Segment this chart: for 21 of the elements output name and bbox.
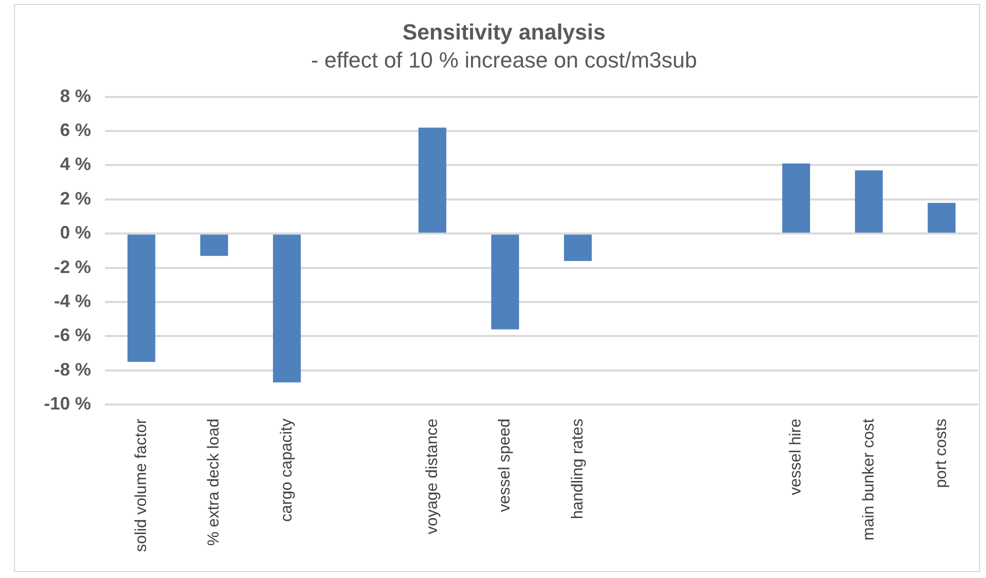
chart-title: Sensitivity analysis (402, 19, 606, 44)
y-tick-label: -2 % (54, 256, 92, 277)
y-tick-label: 6 % (60, 120, 92, 140)
x-tick-label: voyage distance (424, 418, 441, 534)
y-tick-label: -8 % (54, 359, 92, 380)
y-tick-label: 4 % (60, 154, 92, 174)
x-tick-label: port costs (933, 418, 950, 488)
y-tick-label: -10 % (44, 394, 92, 414)
y-tick-label: -4 % (54, 290, 92, 311)
y-tick-label: 2 % (60, 188, 92, 208)
x-tick-label: vessel hire (788, 418, 805, 496)
x-tick-label: % extra deck load (206, 418, 223, 546)
x-tick-label: solid volume factor (132, 418, 150, 552)
x-tick-label: main bunker cost (860, 418, 878, 540)
y-tick-label: 0 % (60, 222, 92, 243)
y-tick-label: -6 % (54, 325, 92, 346)
x-tick-label: cargo capacity (278, 418, 296, 522)
chart-subtitle: - effect of 10 % increase on cost/m3sub (310, 48, 698, 73)
y-tick-label: 8 % (60, 86, 92, 106)
x-tick-label: handling rates (569, 418, 586, 520)
x-tick-label: vessel speed (496, 418, 514, 512)
